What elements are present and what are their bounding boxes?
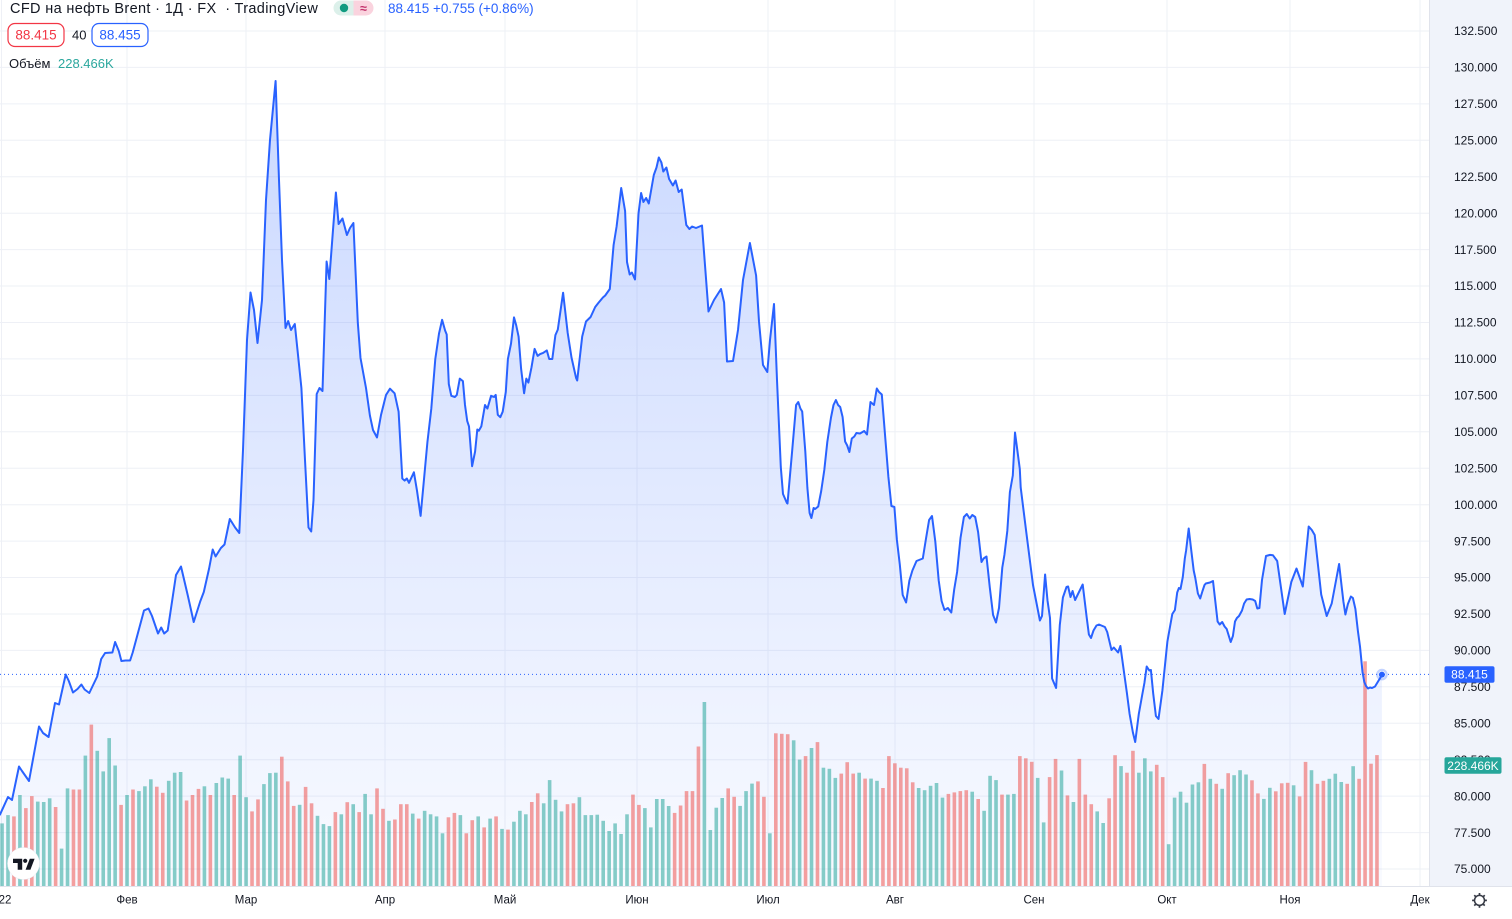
svg-text:120.000: 120.000 xyxy=(1454,206,1498,220)
svg-text:Июл: Июл xyxy=(756,895,779,907)
svg-text:77.500: 77.500 xyxy=(1454,826,1491,840)
svg-text:CFD на нефть Brent · 1Д · FX: CFD на нефть Brent · 1Д · FX · TradingVi… xyxy=(10,1,318,17)
svg-text:Фев: Фев xyxy=(116,895,137,907)
svg-text:228.466K: 228.466K xyxy=(1447,759,1498,773)
svg-text:75.000: 75.000 xyxy=(1454,862,1491,876)
svg-text:130.000: 130.000 xyxy=(1454,61,1498,75)
svg-text:Апр: Апр xyxy=(375,895,395,907)
svg-text:110.000: 110.000 xyxy=(1454,352,1497,366)
svg-text:Окт: Окт xyxy=(1157,895,1177,907)
svg-text:Мар: Мар xyxy=(235,895,258,907)
svg-text:Авг: Авг xyxy=(886,895,904,907)
svg-text:112.500: 112.500 xyxy=(1454,316,1497,330)
svg-text:92.500: 92.500 xyxy=(1454,607,1491,621)
svg-text:40: 40 xyxy=(72,28,86,43)
svg-text:Июн: Июн xyxy=(625,895,648,907)
svg-text:88.455: 88.455 xyxy=(99,28,140,43)
svg-text:115.000: 115.000 xyxy=(1454,279,1497,293)
svg-text:100.000: 100.000 xyxy=(1454,498,1498,512)
svg-text:22: 22 xyxy=(0,895,11,907)
svg-text:88.415: 88.415 xyxy=(1451,668,1488,682)
svg-text:Сен: Сен xyxy=(1023,895,1044,907)
svg-text:107.500: 107.500 xyxy=(1454,389,1498,403)
svg-text:117.500: 117.500 xyxy=(1454,243,1497,257)
svg-text:228.466K: 228.466K xyxy=(58,56,114,71)
svg-text:127.500: 127.500 xyxy=(1454,97,1498,111)
svg-text:Май: Май xyxy=(494,895,517,907)
svg-text:88.415 +0.755 (+0.86%): 88.415 +0.755 (+0.86%) xyxy=(388,1,534,16)
svg-text:85.000: 85.000 xyxy=(1454,717,1491,731)
svg-text:105.000: 105.000 xyxy=(1454,425,1498,439)
svg-text:≈: ≈ xyxy=(360,2,367,16)
svg-text:Объём: Объём xyxy=(9,56,50,71)
svg-text:97.500: 97.500 xyxy=(1454,534,1491,548)
svg-text:90.000: 90.000 xyxy=(1454,644,1491,658)
svg-text:125.000: 125.000 xyxy=(1454,134,1498,148)
svg-text:122.500: 122.500 xyxy=(1454,170,1498,184)
svg-text:88.415: 88.415 xyxy=(15,28,56,43)
svg-text:80.000: 80.000 xyxy=(1454,789,1491,803)
svg-text:Дек: Дек xyxy=(1410,895,1430,907)
svg-text:132.500: 132.500 xyxy=(1454,24,1498,38)
svg-text:102.500: 102.500 xyxy=(1454,461,1498,475)
svg-text:Ноя: Ноя xyxy=(1280,895,1301,907)
svg-text:95.000: 95.000 xyxy=(1454,571,1491,585)
